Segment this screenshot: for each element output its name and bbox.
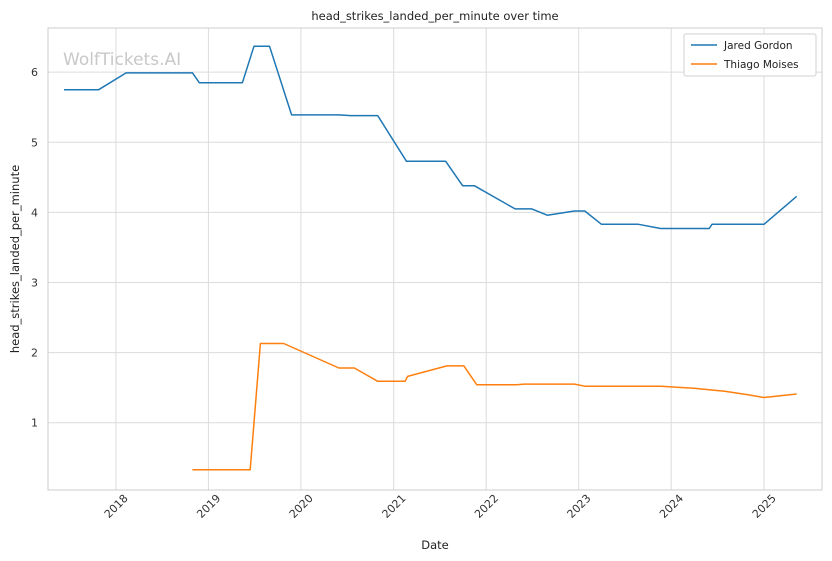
plot-area (48, 28, 822, 490)
y-tick-label: 5 (31, 136, 38, 149)
legend-label: Jared Gordon (723, 40, 793, 52)
x-tick-label: 2019 (194, 492, 223, 521)
y-tick-label: 4 (31, 206, 38, 219)
x-tick-label: 2023 (565, 492, 594, 521)
y-axis-label: head_strikes_landed_per_minute (8, 165, 22, 353)
series-line-0 (64, 45, 798, 230)
x-tick-label: 2020 (287, 492, 316, 521)
plot-frame (47, 27, 823, 491)
y-tick-label: 2 (31, 347, 38, 360)
series-line-1 (192, 342, 797, 471)
y-tick-label: 1 (31, 417, 38, 430)
chart-title: head_strikes_landed_per_minute over time (311, 9, 558, 23)
y-tick-label: 6 (31, 66, 38, 79)
legend-items: Jared Gordon Thiago Moises (691, 40, 799, 71)
x-tick-label: 2021 (380, 492, 409, 521)
x-tick-labels: 2018 2019 2020 2021 2022 2023 2024 2025 (102, 492, 779, 521)
x-tick-label: 2022 (472, 492, 501, 521)
legend: Jared Gordon Thiago Moises (683, 33, 817, 77)
y-tick-labels: 1 2 3 4 5 6 (31, 66, 38, 430)
x-tick-label: 2018 (102, 492, 131, 521)
x-tick-label: 2024 (657, 492, 686, 521)
legend-label: Thiago Moises (723, 59, 799, 71)
series-layer (64, 45, 798, 471)
x-axis-label: Date (421, 538, 449, 552)
y-tick-label: 3 (31, 276, 38, 289)
x-tick-label: 2025 (750, 492, 779, 521)
watermark: WolfTickets.AI (63, 50, 181, 70)
